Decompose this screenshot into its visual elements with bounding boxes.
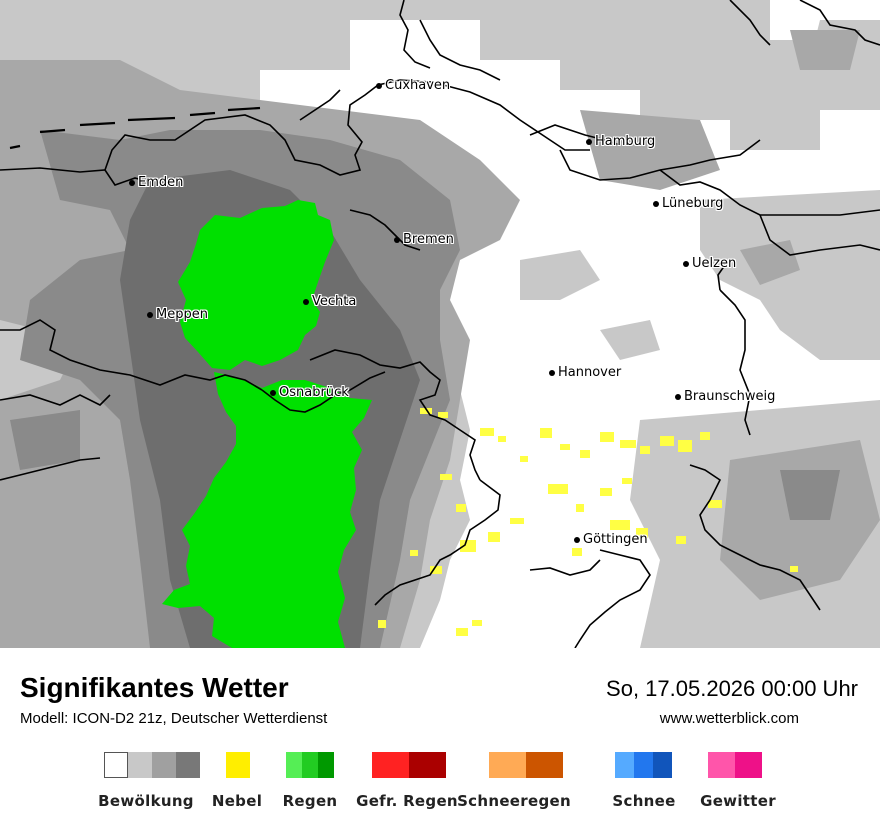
- city-dot: [675, 393, 681, 400]
- legend-group-gefr-regen: Gefr. Regen: [356, 752, 458, 810]
- city-marker-uelzen: Uelzen: [683, 256, 736, 271]
- legend-swatch: [128, 752, 152, 778]
- fog-area: [378, 408, 798, 636]
- city-label: Uelzen: [692, 256, 737, 271]
- map-title: Signifikantes Wetter: [20, 672, 289, 703]
- city-marker-cuxhaven: Cuxhaven: [376, 78, 450, 93]
- city-marker-osnabrueck: Osnabrück: [270, 385, 349, 400]
- legend-swatch: [615, 752, 634, 778]
- city-dot: [394, 236, 400, 243]
- city-dot: [574, 536, 580, 543]
- legend-swatch: [735, 752, 762, 778]
- legend-swatch: [226, 752, 250, 778]
- islands: [9, 106, 261, 150]
- legend-swatch: [409, 752, 446, 778]
- city-label: Meppen: [156, 307, 208, 322]
- city-marker-hamburg: Hamburg: [586, 134, 655, 149]
- city-label: Göttingen: [583, 532, 648, 547]
- city-dot: [376, 82, 382, 89]
- legend-label: Gewitter: [700, 792, 776, 810]
- footer: Signifikantes Wetter Modell: ICON-D2 21z…: [0, 648, 880, 830]
- city-dot: [653, 200, 659, 207]
- city-label: Braunschweig: [684, 389, 776, 404]
- legend-swatch: [318, 752, 334, 778]
- city-dot: [549, 369, 555, 376]
- city-marker-lueneburg: Lüneburg: [653, 196, 723, 211]
- legend-group-nebel: Nebel: [212, 752, 262, 810]
- legend-label: Regen: [282, 792, 338, 810]
- legend-swatches: [286, 752, 334, 778]
- legend-swatch: [372, 752, 409, 778]
- legend-swatch: [653, 752, 672, 778]
- legend-swatches: [372, 752, 446, 778]
- legend-swatch: [302, 752, 318, 778]
- legend-label: Nebel: [211, 792, 263, 810]
- city-label: Hamburg: [595, 134, 656, 149]
- city-marker-hannover: Hannover: [549, 365, 621, 380]
- legend-group-schneeregen: Schneeregen: [457, 752, 571, 810]
- city-label: Emden: [138, 175, 184, 190]
- city-label: Bremen: [403, 232, 454, 247]
- legend-swatch: [526, 752, 563, 778]
- legend-swatches: [226, 752, 250, 778]
- city-marker-emden: Emden: [129, 175, 183, 190]
- legend-group-gewitter: Gewitter: [700, 752, 776, 810]
- legend-swatches: [615, 752, 672, 778]
- city-label: Osnabrück: [279, 385, 349, 400]
- legend: Bewölkung Nebel Regen Gefr. Regen: [0, 752, 880, 812]
- city-dot: [270, 389, 276, 396]
- legend-group-bewoelkung: Bewölkung: [98, 752, 200, 810]
- borders: [0, 0, 880, 648]
- weather-map: Cuxhaven Hamburg Emden Lüneburg Bremen U…: [0, 0, 880, 648]
- city-marker-meppen: Meppen: [147, 307, 208, 322]
- legend-swatch: [286, 752, 302, 778]
- legend-swatches: [104, 752, 200, 778]
- city-marker-bremen: Bremen: [394, 232, 454, 247]
- city-marker-goettingen: Göttingen: [574, 532, 648, 547]
- rain-area: [162, 200, 372, 648]
- legend-label: Gefr. Regen: [356, 792, 458, 810]
- model-info: Modell: ICON-D2 21z, Deutscher Wetterdie…: [20, 710, 328, 727]
- city-label: Lüneburg: [662, 196, 724, 211]
- city-dot: [147, 311, 153, 318]
- city-marker-braunschweig: Braunschweig: [675, 389, 775, 404]
- city-label: Cuxhaven: [385, 78, 451, 93]
- legend-group-schnee: Schnee: [612, 752, 675, 810]
- forecast-datetime: So, 17.05.2026 00:00 Uhr: [606, 676, 858, 701]
- city-dot: [683, 260, 689, 267]
- legend-swatch: [104, 752, 128, 778]
- legend-label: Schneeregen: [457, 792, 571, 810]
- legend-label: Schnee: [612, 792, 676, 810]
- city-dot: [586, 138, 592, 145]
- legend-group-regen: Regen: [283, 752, 337, 810]
- city-dot: [303, 298, 309, 305]
- legend-swatch: [176, 752, 200, 778]
- city-dot: [129, 179, 135, 186]
- legend-swatch: [634, 752, 653, 778]
- legend-swatches: [708, 752, 762, 778]
- legend-swatch: [152, 752, 176, 778]
- legend-swatch: [489, 752, 526, 778]
- map-layer: [0, 0, 880, 648]
- city-label: Hannover: [558, 365, 622, 380]
- legend-swatches: [489, 752, 563, 778]
- city-marker-vechta: Vechta: [303, 294, 356, 309]
- legend-swatch: [708, 752, 735, 778]
- legend-label: Bewölkung: [98, 792, 194, 810]
- city-label: Vechta: [312, 294, 357, 309]
- website-link[interactable]: www.wetterblick.com: [659, 710, 799, 727]
